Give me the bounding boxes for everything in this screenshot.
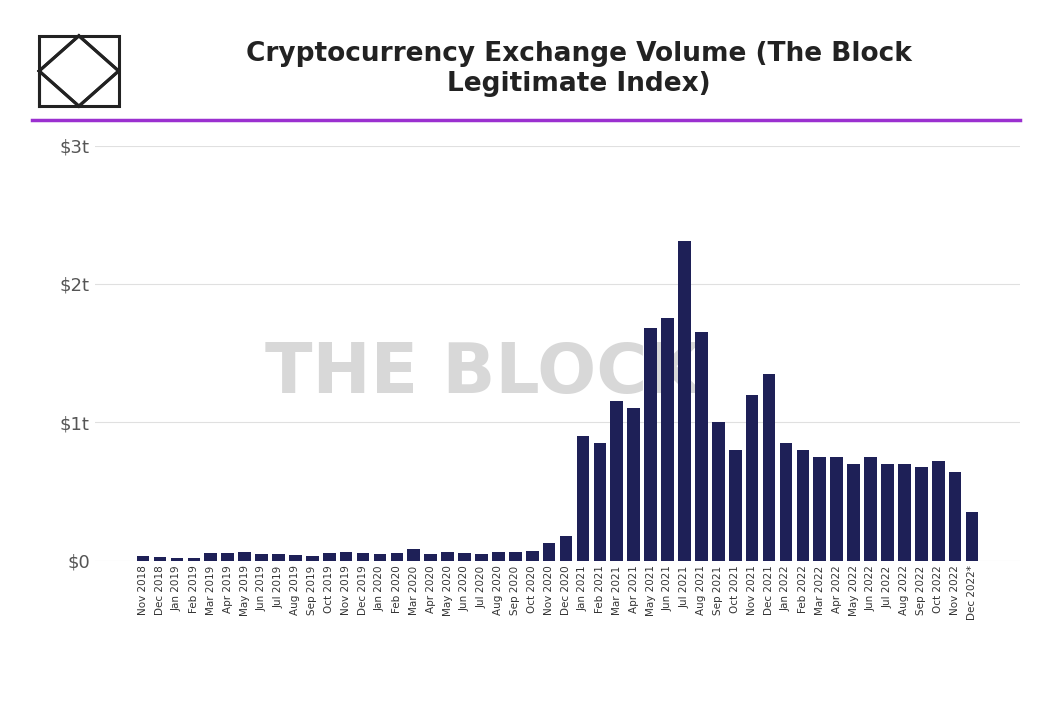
Bar: [763, 373, 775, 561]
Bar: [679, 241, 691, 561]
Bar: [627, 408, 640, 561]
Bar: [830, 457, 843, 561]
Bar: [256, 553, 268, 561]
Bar: [729, 450, 742, 561]
Bar: [813, 457, 826, 561]
Bar: [373, 554, 386, 561]
Bar: [476, 554, 488, 561]
Bar: [560, 536, 572, 561]
Bar: [526, 551, 539, 561]
Bar: [323, 553, 336, 561]
Bar: [390, 553, 403, 561]
Bar: [509, 553, 522, 561]
Bar: [661, 319, 674, 561]
Bar: [221, 553, 234, 561]
Bar: [137, 556, 149, 561]
Bar: [272, 554, 285, 561]
Bar: [154, 557, 166, 561]
Bar: [593, 443, 606, 561]
Bar: [898, 464, 911, 561]
Bar: [864, 457, 877, 561]
Bar: [39, 36, 119, 106]
Bar: [949, 472, 962, 561]
Bar: [492, 552, 505, 561]
Bar: [441, 553, 454, 561]
Bar: [407, 550, 420, 561]
Bar: [306, 556, 319, 561]
Bar: [847, 464, 859, 561]
Text: THE BLOCK: THE BLOCK: [265, 340, 702, 408]
Bar: [882, 464, 894, 561]
Bar: [695, 332, 708, 561]
Bar: [915, 467, 928, 561]
Bar: [459, 553, 471, 561]
Bar: [424, 553, 437, 561]
Bar: [610, 402, 623, 561]
Bar: [238, 552, 251, 561]
Bar: [712, 422, 725, 561]
Bar: [187, 558, 200, 561]
Bar: [932, 461, 945, 561]
Bar: [543, 542, 555, 561]
Bar: [357, 553, 369, 561]
Bar: [966, 513, 978, 561]
Bar: [289, 555, 302, 561]
Bar: [204, 553, 217, 561]
Text: Cryptocurrency Exchange Volume (The Block
Legitimate Index): Cryptocurrency Exchange Volume (The Bloc…: [246, 41, 911, 97]
Bar: [746, 395, 758, 561]
Bar: [576, 436, 589, 561]
Bar: [796, 450, 809, 561]
Bar: [170, 558, 183, 561]
Bar: [644, 328, 656, 561]
Bar: [780, 443, 792, 561]
Bar: [340, 553, 352, 561]
